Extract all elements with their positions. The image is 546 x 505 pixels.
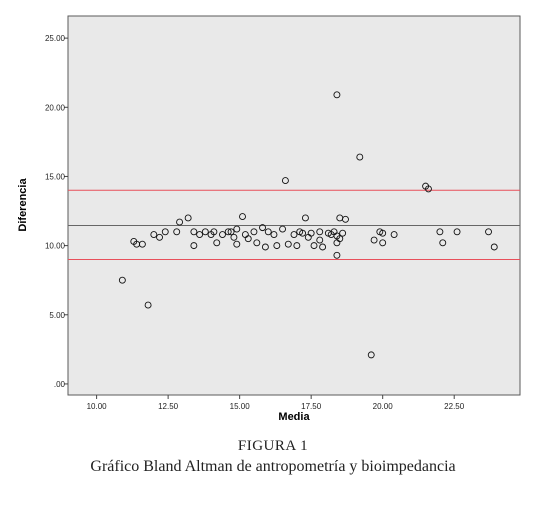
data-point	[333, 91, 341, 99]
data-point	[279, 225, 287, 233]
data-point	[233, 240, 241, 248]
x-tick-label: 17.50	[301, 402, 322, 411]
figure-title: Gráfico Bland Altman de antropometría y …	[90, 458, 456, 475]
data-point	[201, 228, 209, 236]
x-axis-label: Media	[278, 411, 310, 423]
y-axis: .00 5.00 10.00 15.00 20.00 25.00	[45, 34, 68, 389]
data-point	[224, 228, 232, 236]
reference-lines	[68, 189, 520, 260]
y-tick-label: .00	[54, 380, 66, 389]
data-point	[307, 229, 315, 237]
data-point	[485, 228, 492, 236]
data-point	[219, 231, 226, 238]
data-point	[210, 228, 218, 236]
data-point	[301, 214, 309, 222]
data-point	[339, 229, 347, 237]
data-point	[233, 225, 241, 233]
x-tick-label: 22.50	[444, 402, 465, 411]
x-tick-label: 10.00	[87, 402, 108, 411]
y-tick-label: 10.00	[45, 242, 66, 251]
figure-number: FIGURA 1	[237, 438, 309, 454]
data-point	[190, 228, 198, 236]
data-point	[367, 351, 375, 359]
data-point	[370, 236, 378, 244]
data-point	[138, 240, 146, 248]
x-tick-label: 15.00	[230, 402, 251, 411]
plot-area	[67, 15, 521, 396]
data-point	[356, 153, 364, 161]
data-point	[439, 239, 447, 247]
data-point	[284, 240, 292, 248]
data-point	[161, 228, 169, 236]
data-point	[316, 228, 324, 236]
x-tick-label: 12.50	[158, 402, 179, 411]
data-point	[336, 235, 344, 243]
data-point	[196, 231, 204, 238]
data-point	[156, 233, 163, 241]
data-point	[490, 243, 498, 251]
data-point	[150, 231, 158, 238]
plot-area-group	[67, 15, 521, 396]
data-points	[118, 91, 498, 359]
data-point	[310, 242, 318, 250]
x-axis: 10.00 12.50 15.00 17.50 20.00 22.50	[87, 395, 465, 411]
data-point	[173, 228, 181, 236]
data-point	[273, 242, 281, 250]
data-point	[270, 231, 278, 238]
y-axis-label: Diferencia	[17, 178, 29, 232]
data-point	[213, 239, 221, 247]
data-point	[293, 242, 301, 250]
data-point	[230, 233, 238, 241]
data-point	[239, 213, 246, 221]
data-point	[250, 228, 258, 236]
data-point	[333, 251, 341, 259]
y-tick-label: 5.00	[49, 311, 65, 320]
data-point	[184, 214, 192, 222]
y-tick-label: 25.00	[45, 34, 66, 43]
data-point	[227, 228, 235, 236]
x-tick-label: 20.00	[373, 402, 394, 411]
data-point	[390, 231, 398, 238]
data-point	[264, 228, 272, 236]
bland-altman-chart: 10.00 12.50 15.00 17.50 20.00 22.50 .00 5.00 10…	[17, 15, 521, 423]
data-point	[290, 231, 298, 238]
data-point	[259, 224, 266, 232]
data-point	[299, 229, 307, 237]
data-point	[379, 229, 387, 237]
data-point	[253, 239, 261, 247]
y-tick-label: 15.00	[45, 172, 66, 181]
data-point	[118, 276, 126, 284]
data-point	[261, 243, 269, 251]
data-point	[436, 228, 444, 236]
data-point	[453, 228, 461, 236]
data-point	[316, 236, 324, 244]
data-point	[190, 242, 198, 250]
data-point	[281, 177, 289, 185]
data-point	[342, 215, 349, 223]
y-tick-label: 20.00	[45, 103, 66, 112]
data-point	[425, 185, 432, 193]
data-point	[319, 243, 327, 251]
data-point	[244, 235, 252, 243]
data-point	[379, 239, 387, 247]
data-point	[144, 301, 152, 309]
data-point	[176, 218, 184, 226]
